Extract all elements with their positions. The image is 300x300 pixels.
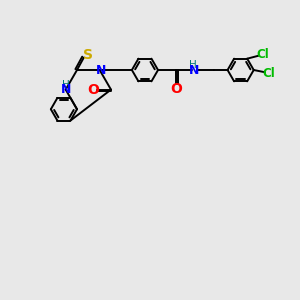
Text: Cl: Cl	[262, 67, 275, 80]
Text: H: H	[62, 80, 70, 90]
Text: O: O	[87, 82, 99, 97]
Text: N: N	[96, 64, 106, 76]
Text: N: N	[61, 83, 71, 96]
Text: N: N	[189, 64, 199, 76]
Text: Cl: Cl	[256, 48, 269, 61]
Text: S: S	[83, 48, 93, 62]
Text: O: O	[170, 82, 182, 96]
Text: H: H	[189, 61, 196, 70]
